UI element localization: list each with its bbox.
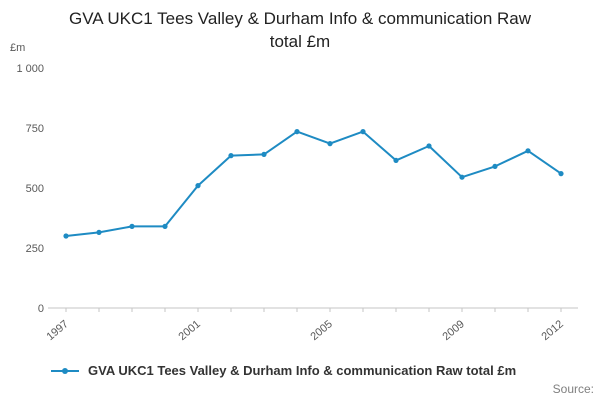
legend: GVA UKC1 Tees Valley & Durham Info & com… [50,363,516,378]
svg-text:250: 250 [26,243,44,255]
svg-text:2012: 2012 [539,318,565,343]
svg-text:750: 750 [26,123,44,135]
source-label: Source: [552,382,594,396]
legend-line-icon [51,367,79,374]
svg-text:500: 500 [26,183,44,195]
svg-text:2005: 2005 [308,318,334,343]
page-title: GVA UKC1 Tees Valley & Durham Info & com… [68,9,532,51]
svg-text:1997: 1997 [44,318,70,343]
legend-label: GVA UKC1 Tees Valley & Durham Info & com… [88,363,517,378]
svg-text:1 000: 1 000 [16,63,44,75]
svg-text:0: 0 [38,303,44,315]
line-chart: 0 250 500 750 1 000 1997 2001 2005 2009 2012 [16,63,578,343]
svg-text:2001: 2001 [176,318,202,343]
y-axis-unit-label: £m [10,42,26,54]
svg-text:2009: 2009 [440,318,466,343]
